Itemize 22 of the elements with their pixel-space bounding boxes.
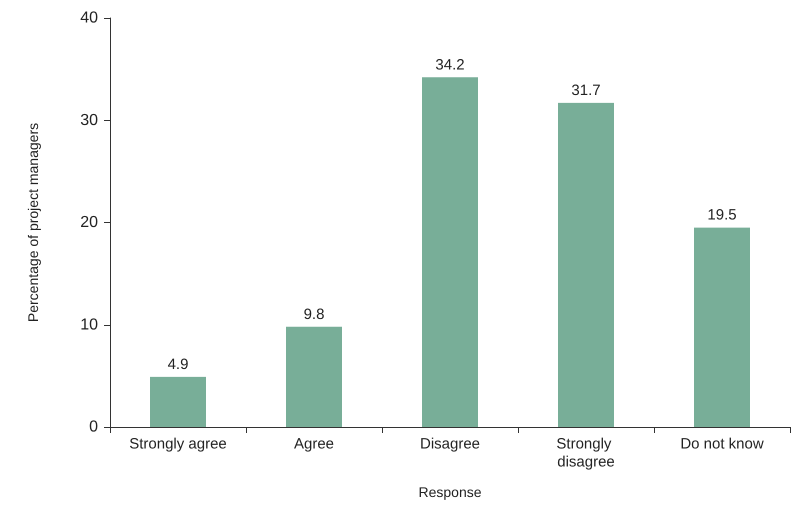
x-tick-label: Disagree xyxy=(420,436,480,452)
y-tick-label: 20 xyxy=(80,214,98,231)
y-tick-label: 40 xyxy=(80,10,98,26)
bar xyxy=(286,326,342,427)
x-axis-title: Response xyxy=(418,484,482,500)
data-label: 4.9 xyxy=(168,356,188,373)
data-label: 19.5 xyxy=(707,206,737,224)
bar xyxy=(150,376,206,427)
y-tick-label: 0 xyxy=(89,418,98,436)
x-tick-label: Strongly disagree xyxy=(556,436,616,470)
x-tick-label: Strongly agree xyxy=(129,436,227,452)
data-label: 34.2 xyxy=(435,56,465,74)
y-tick-label: 10 xyxy=(80,316,98,334)
y-tick-label: 30 xyxy=(80,112,98,129)
data-label: 9.8 xyxy=(304,306,324,323)
bar xyxy=(422,77,478,427)
x-tick-label: Do not know xyxy=(680,436,764,452)
bar xyxy=(694,228,750,427)
x-tick-label: Agree xyxy=(294,436,334,452)
data-label: 31.7 xyxy=(571,82,601,99)
bar xyxy=(558,102,614,427)
y-axis-title: Percentage of project managers xyxy=(25,122,41,322)
